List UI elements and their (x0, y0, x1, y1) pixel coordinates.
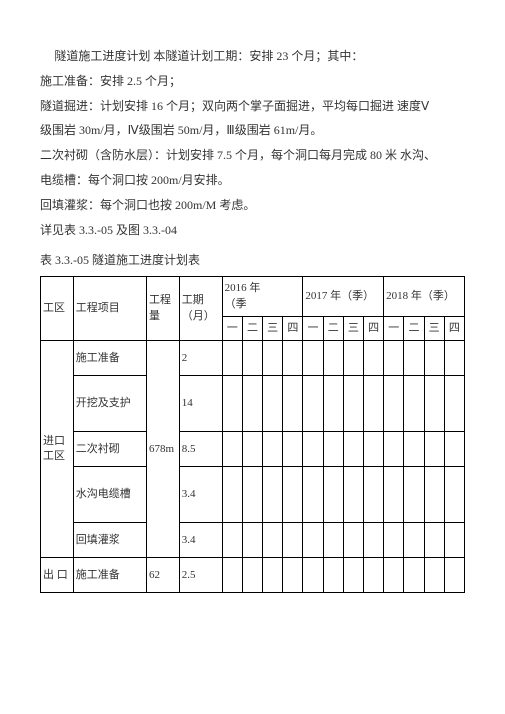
duration-cell: 14 (179, 376, 222, 432)
table-header-row: 工区 工程项目 工程量 工期（月） 2016 年 （季 2017 年（季） 20… (41, 277, 465, 317)
header-year-2018: 2018 年（季） (384, 277, 465, 317)
year-suffix: 年 (249, 282, 260, 294)
paragraph: 二次衬砌（含防水层）：计划安排 7.5 个月，每个洞口每月完成 80 米 水沟、 (40, 144, 465, 167)
header-quarter: 四 (444, 316, 464, 340)
text-span: 考虑。 (216, 198, 255, 212)
zone-cell: 出 口 (41, 558, 74, 593)
duration-cell: 3.4 (179, 523, 222, 558)
duration-cell: 8.5 (179, 432, 222, 467)
header-quarter: 三 (263, 316, 283, 340)
season-label: （季 (225, 298, 247, 310)
header-quarter: 二 (323, 316, 343, 340)
header-quarter: 二 (404, 316, 424, 340)
header-year-2016: 2016 年 （季 (222, 277, 303, 317)
paragraph: 施工准备：安排 2.5 个月； (40, 70, 465, 93)
paragraph: 详见表 3.3.-05 及图 3.3.-04 (40, 219, 465, 242)
eng-cell: 62 (146, 558, 179, 593)
schedule-table: 工区 工程项目 工程量 工期（月） 2016 年 （季 2017 年（季） 20… (40, 276, 465, 593)
item-cell: 施工准备 (73, 341, 146, 376)
header-quarter: 四 (283, 316, 303, 340)
text-span: 回填灌浆：每个洞口也按 200m/ (40, 198, 206, 212)
header-eng: 工程量 (146, 277, 179, 341)
paragraph: 隧道施工进度计划 本隧道计划工期：安排 23 个月；其中： (40, 45, 465, 68)
table-row: 出 口 施工准备 62 2.5 (41, 558, 465, 593)
table-row: 开挖及支护 14 (41, 376, 465, 432)
header-duration: 工期（月） (179, 277, 222, 341)
table-title: 表 3.3.-05 隧道施工进度计划表 (40, 249, 465, 272)
paragraph: 隧道掘进：计划安排 16 个月；双向两个掌子面掘进，平均每口掘进 速度Ⅴ (40, 95, 465, 118)
roman-numeral: Ⅴ (421, 99, 429, 113)
text-span: 级围岩 30m/月， (40, 123, 128, 137)
header-quarter: 四 (363, 316, 383, 340)
paragraph: 级围岩 30m/月，Ⅳ级围岩 50m/月，Ⅲ级围岩 61m/月。 (40, 119, 465, 142)
item-cell: 开挖及支护 (73, 376, 146, 432)
table-row: 二次衬砌 8.5 (41, 432, 465, 467)
header-quarter: 二 (242, 316, 262, 340)
paragraph: 回填灌浆：每个洞口也按 200m/M 考虑。 (40, 194, 465, 217)
header-year-2017: 2017 年（季） (303, 277, 384, 317)
letter-m: M (206, 198, 217, 212)
item-cell: 二次衬砌 (73, 432, 146, 467)
item-cell: 回填灌浆 (73, 523, 146, 558)
duration-cell: 2 (179, 341, 222, 376)
header-quarter: 三 (424, 316, 444, 340)
year-label: 2016 (225, 282, 247, 294)
roman-numeral: Ⅳ (128, 123, 139, 137)
header-quarter: 一 (303, 316, 323, 340)
item-cell: 施工准备 (73, 558, 146, 593)
eng-cell: 678m (146, 341, 179, 558)
zone-cell: 进口工区 (41, 341, 74, 558)
table-row: 水沟电缆槽 3.4 (41, 467, 465, 523)
text-span: 隧道掘进：计划安排 16 个月；双向两个掌子面掘进，平均每口掘进 速度 (40, 99, 421, 113)
paragraph: 电缆槽：每个洞口按 200m/月安排。 (40, 169, 465, 192)
item-cell: 水沟电缆槽 (73, 467, 146, 523)
header-quarter: 三 (343, 316, 363, 340)
text-span: 级围岩 50m/月，Ⅲ级围岩 61m/月。 (139, 123, 323, 137)
duration-cell: 2.5 (179, 558, 222, 593)
header-zone: 工区 (41, 277, 74, 341)
table-row: 回填灌浆 3.4 (41, 523, 465, 558)
table-row: 进口工区 施工准备 678m 2 (41, 341, 465, 376)
header-quarter: 一 (384, 316, 404, 340)
duration-cell: 3.4 (179, 467, 222, 523)
header-quarter: 一 (222, 316, 242, 340)
header-item: 工程项目 (73, 277, 146, 341)
